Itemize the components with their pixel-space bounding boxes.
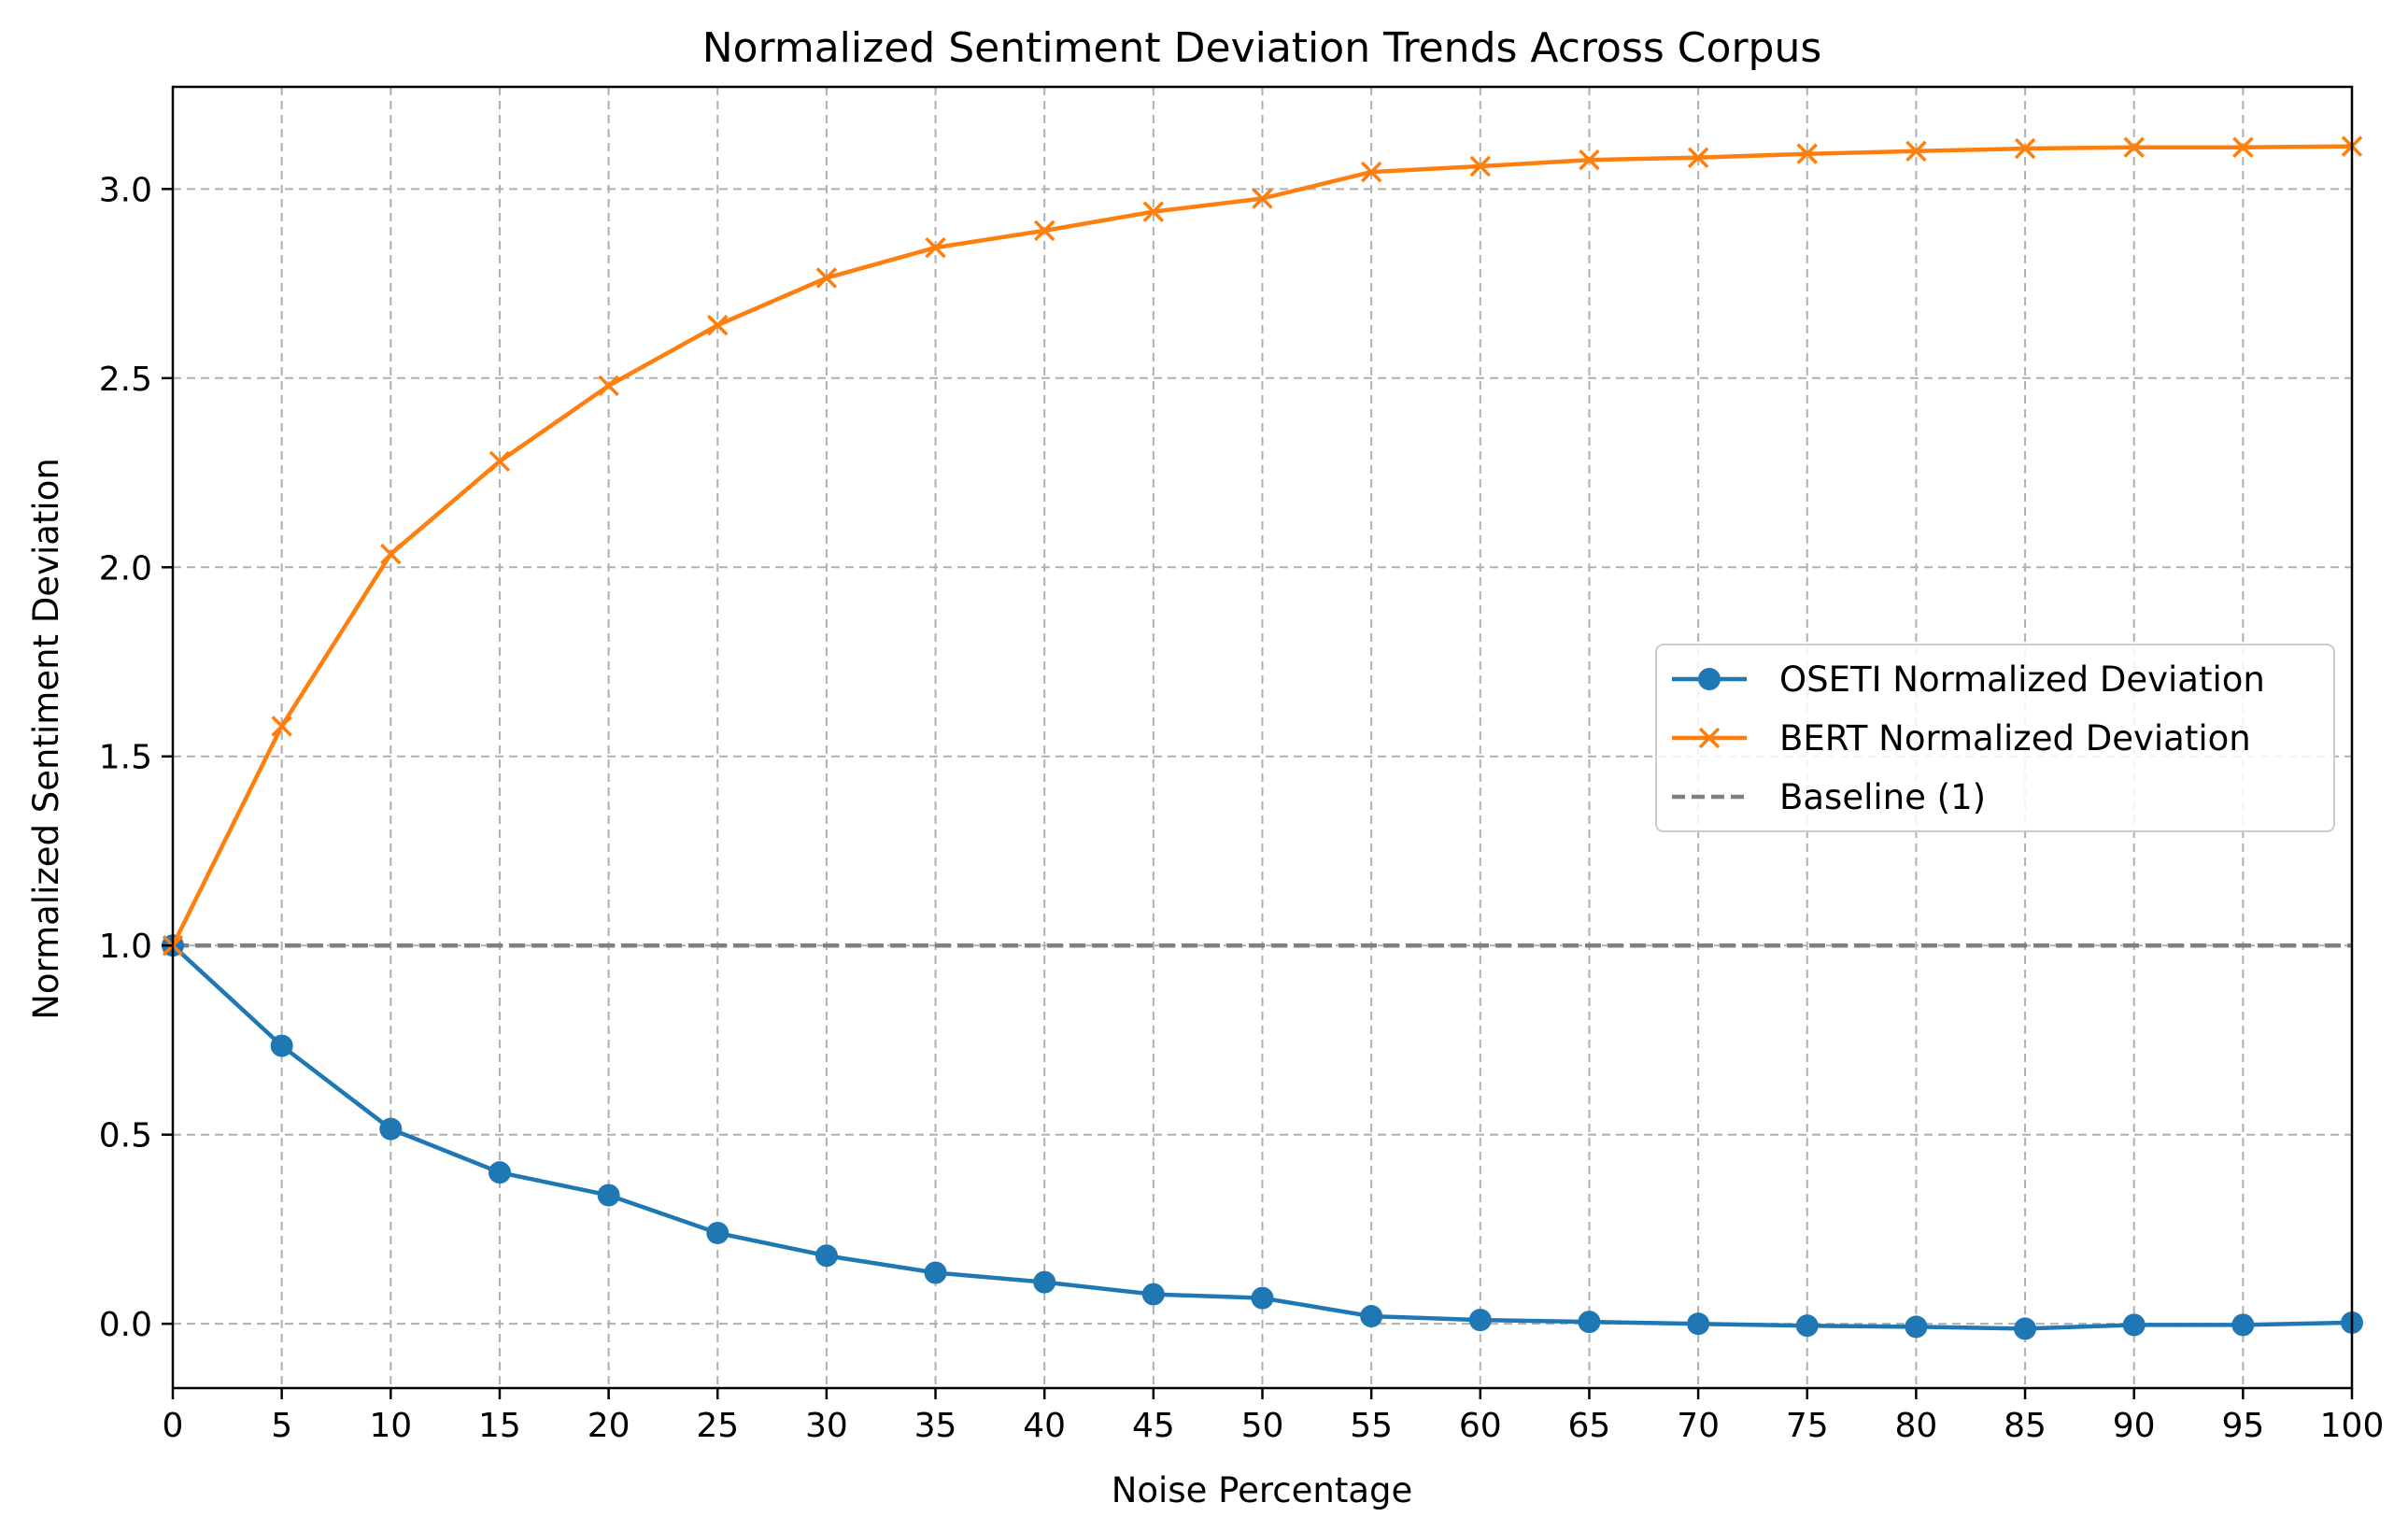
x-tick-label: 10	[369, 1407, 412, 1445]
data-point	[1578, 1311, 1601, 1334]
x-tick-label: 95	[2221, 1407, 2264, 1445]
legend-marker	[1698, 668, 1721, 690]
chart-title: Normalized Sentiment Deviation Trends Ac…	[702, 24, 1822, 72]
y-axis-title: Normalized Sentiment Deviation	[26, 458, 66, 1020]
y-tick-label: 1.5	[99, 739, 152, 777]
y-tick-label: 0.0	[99, 1306, 152, 1344]
data-point	[924, 1261, 947, 1284]
data-point	[2232, 136, 2254, 159]
x-tick-label: 20	[588, 1407, 630, 1445]
y-tick-label: 2.0	[99, 549, 152, 588]
data-point	[1469, 155, 1492, 177]
x-tick-label: 5	[271, 1407, 292, 1445]
legend-label: Baseline (1)	[1779, 777, 1986, 817]
legend-label: BERT Normalized Deviation	[1779, 718, 2251, 758]
data-point	[1905, 140, 1927, 163]
data-point	[1033, 220, 1055, 242]
x-tick-label: 75	[1786, 1407, 1829, 1445]
data-point	[1687, 147, 1709, 168]
data-point	[1905, 1315, 1928, 1339]
x-tick-label: 35	[914, 1407, 957, 1445]
data-point	[707, 314, 729, 336]
legend-entry: Baseline (1)	[1672, 777, 1986, 817]
data-point	[1579, 149, 1600, 171]
data-point	[2014, 1317, 2037, 1340]
x-tick-label: 80	[1894, 1407, 1937, 1445]
data-point	[379, 1117, 403, 1141]
series-layer	[162, 135, 2363, 1340]
x-tick-label: 70	[1677, 1407, 1720, 1445]
y-tick-label: 0.5	[99, 1117, 152, 1155]
x-tick-label: 60	[1459, 1407, 1502, 1445]
x-tick-label: 65	[1568, 1407, 1611, 1445]
legend: OSETI Normalized Deviation BERT Normalize…	[1655, 644, 2335, 832]
data-point	[1360, 161, 1382, 183]
x-tick-label: 25	[696, 1407, 739, 1445]
legend-label: OSETI Normalized Deviation	[1779, 659, 2265, 700]
data-point	[2123, 136, 2145, 159]
y-tick-label: 1.0	[99, 928, 152, 966]
data-point	[1360, 1305, 1383, 1328]
x-tick-label: 0	[163, 1407, 184, 1445]
data-point	[488, 1161, 511, 1184]
x-tick-label: 15	[478, 1407, 521, 1445]
x-tick-label: 55	[1350, 1407, 1393, 1445]
data-point	[1142, 201, 1165, 222]
data-point	[706, 1221, 729, 1244]
data-point	[2231, 1313, 2255, 1337]
x-tick-label: 100	[2320, 1407, 2385, 1445]
data-point	[2014, 137, 2036, 160]
data-point	[271, 716, 292, 737]
data-point	[925, 236, 946, 259]
data-point	[380, 543, 402, 565]
data-point	[1141, 1283, 1165, 1306]
x-tick-label: 45	[1132, 1407, 1175, 1445]
legend-entry: OSETI Normalized Deviation	[1672, 659, 2265, 700]
series-oseti	[162, 934, 2363, 1340]
x-tick-label: 50	[1241, 1407, 1284, 1445]
data-point	[1687, 1312, 1710, 1336]
data-point	[1468, 1309, 1492, 1332]
data-point	[815, 267, 838, 289]
data-point	[1251, 1286, 1274, 1310]
y-tick-label: 3.0	[99, 171, 152, 209]
data-point	[597, 1184, 620, 1207]
legend-marker	[1698, 727, 1721, 749]
tick-layer: 0 5 10 15 20 25 30 35 40 45 50 55 60 65 70 75 80 85 90 95 10…	[99, 171, 2385, 1445]
y-tick-label: 2.5	[99, 361, 152, 399]
x-tick-label: 90	[2113, 1407, 2156, 1445]
data-point	[1033, 1270, 1056, 1294]
data-point	[2122, 1313, 2146, 1337]
data-point	[489, 450, 511, 473]
x-tick-label: 40	[1023, 1407, 1066, 1445]
data-point	[1795, 1314, 1819, 1338]
x-tick-label: 30	[805, 1407, 848, 1445]
x-tick-label: 85	[2004, 1407, 2047, 1445]
legend-box	[1655, 644, 2335, 832]
data-point	[814, 1244, 838, 1268]
data-point	[1252, 188, 1273, 209]
x-axis-title: Noise Percentage	[1112, 1470, 1413, 1510]
data-point	[270, 1034, 293, 1057]
legend-entry: BERT Normalized Deviation	[1672, 718, 2251, 758]
data-point	[1796, 143, 1818, 164]
data-point	[598, 375, 619, 397]
series-bert	[162, 135, 2363, 957]
